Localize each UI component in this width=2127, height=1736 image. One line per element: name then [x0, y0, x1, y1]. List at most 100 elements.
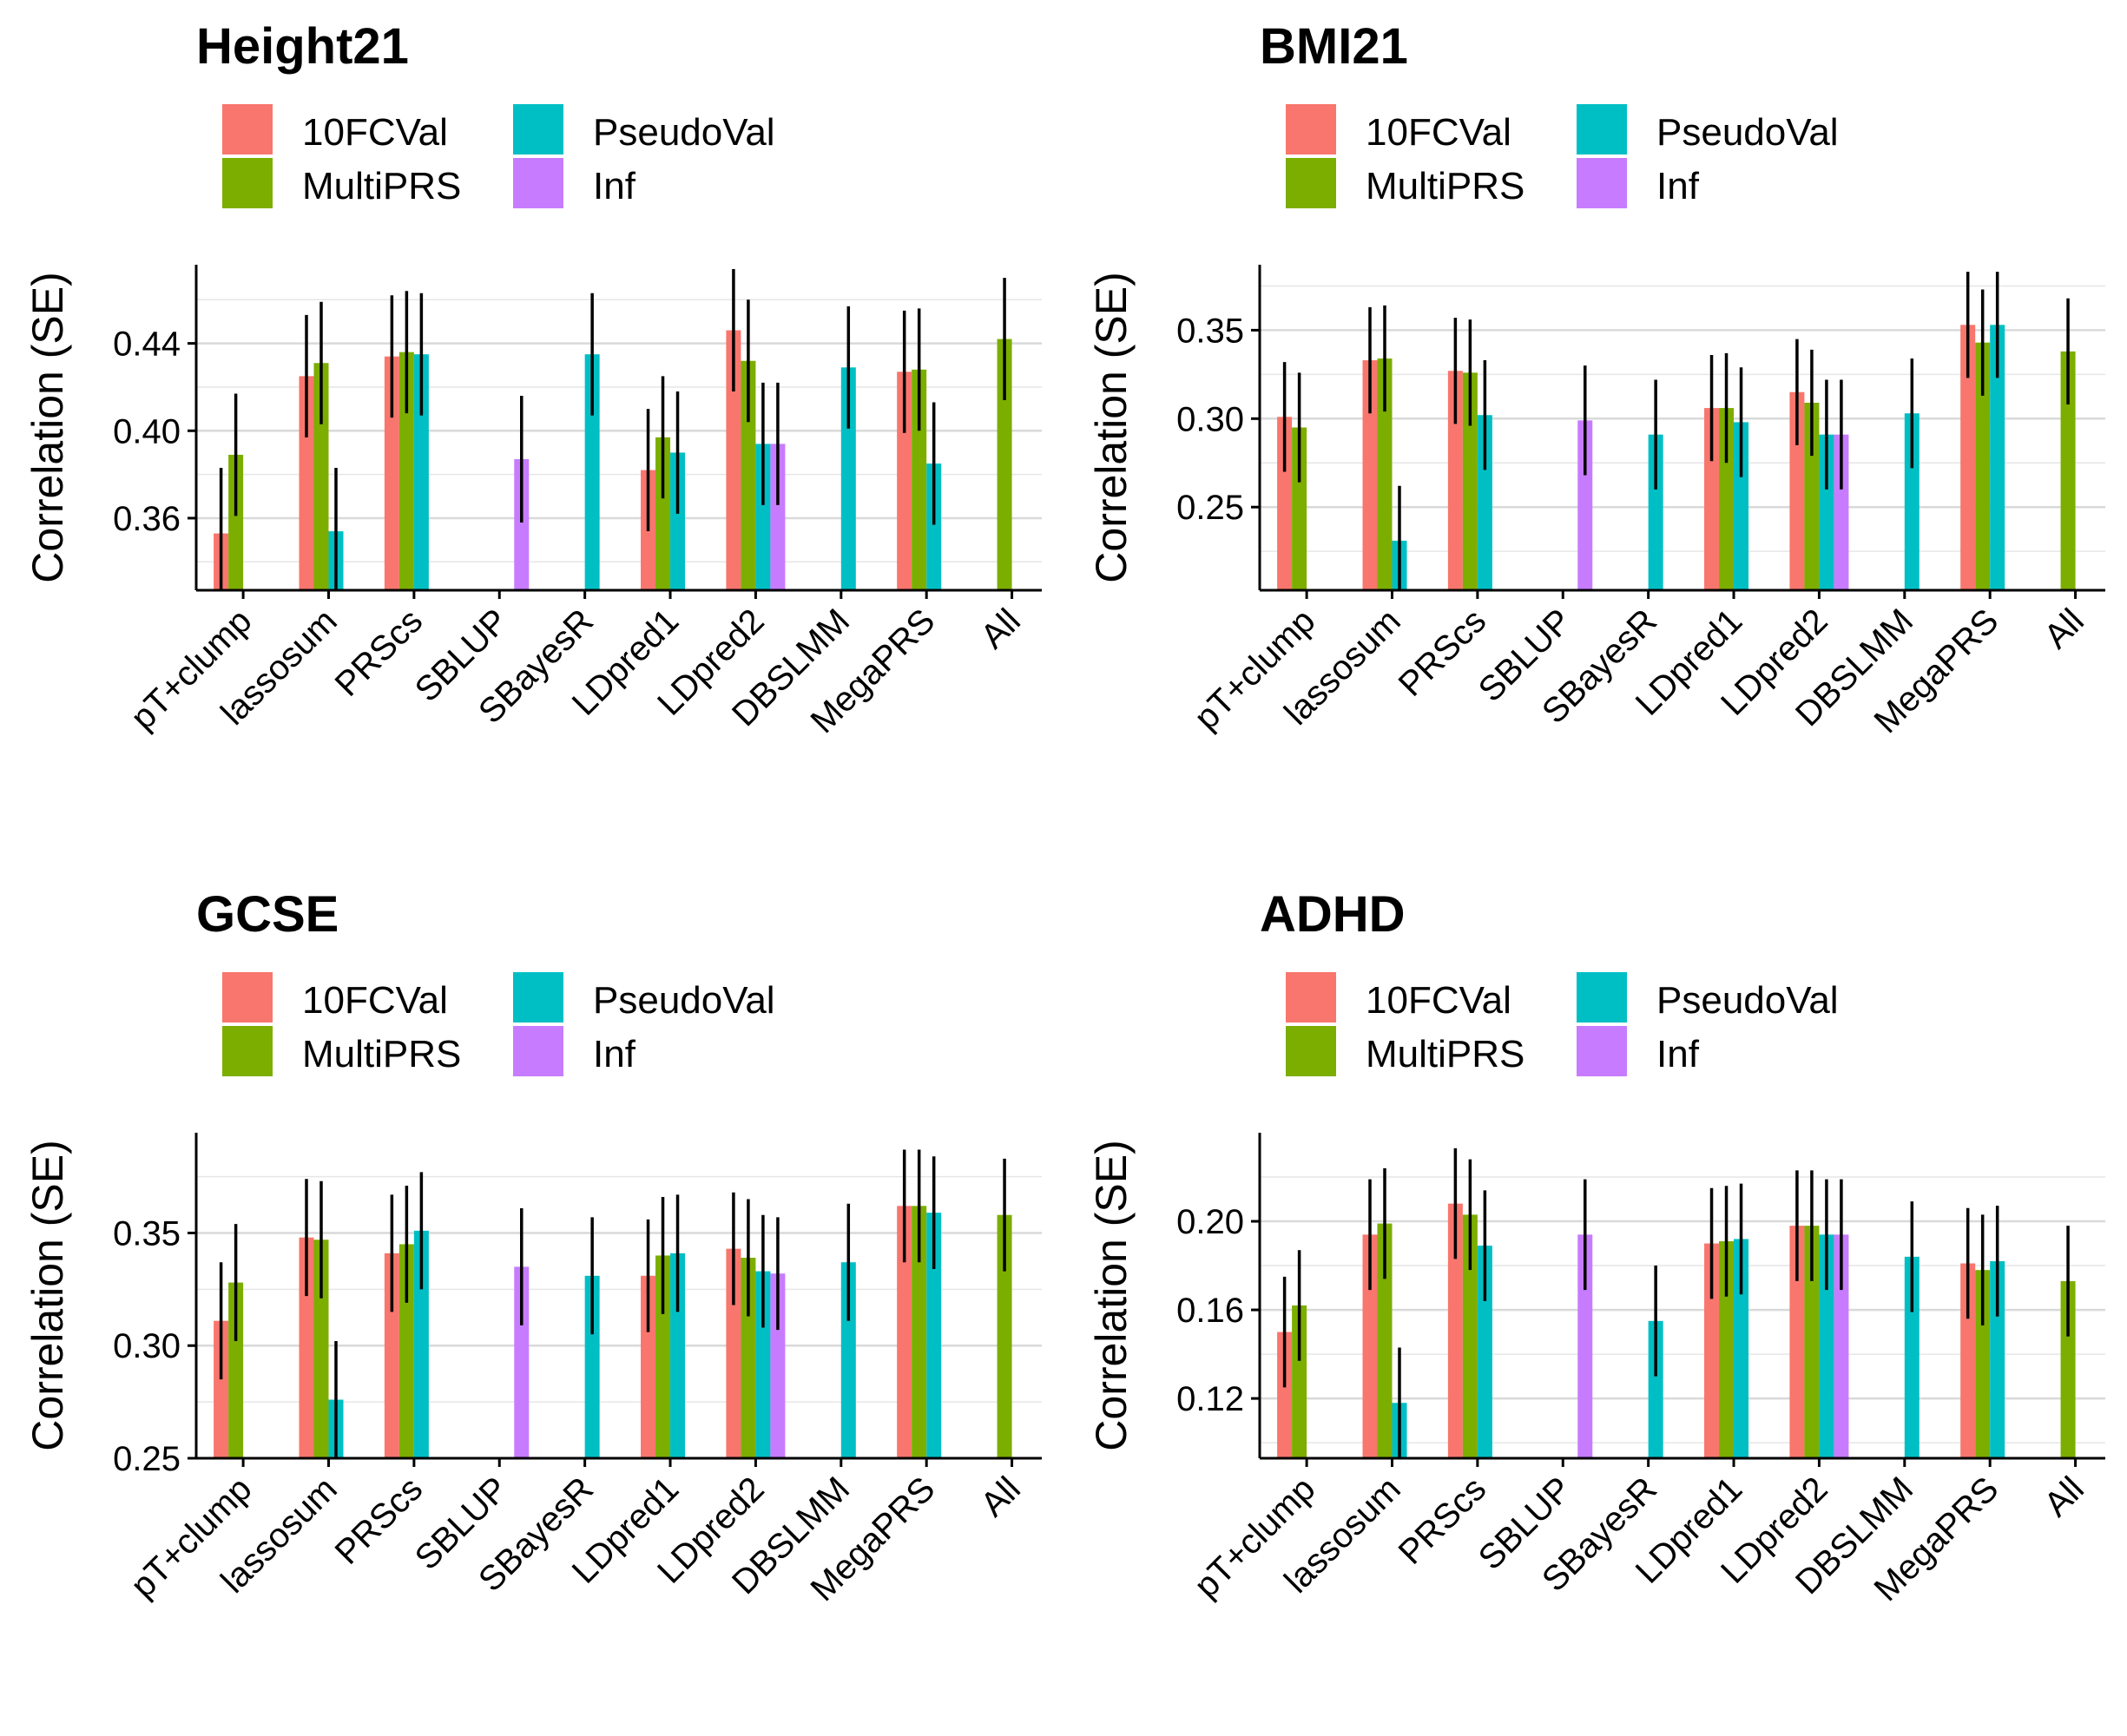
legend-swatch-pseudoval [513, 104, 563, 155]
bar [384, 1253, 399, 1458]
bar [840, 1262, 856, 1458]
bar [1292, 427, 1307, 590]
panel-gcse: GCSE 10FCVal MultiPRS PseudoVal Inf 0.25… [0, 868, 1064, 1736]
bar [413, 1230, 429, 1458]
bar [1904, 1256, 1920, 1458]
chart-title: ADHD [1260, 886, 1406, 943]
bar [997, 339, 1012, 590]
bar [1377, 358, 1393, 590]
bar [1960, 1263, 1976, 1458]
bar [926, 1213, 942, 1458]
bar [228, 454, 244, 590]
x-tick-label: All [2037, 1470, 2091, 1524]
legend-swatch-multiprs [1286, 158, 1336, 208]
legend-label-pseudoval: PseudoVal [593, 111, 775, 154]
bar [1904, 413, 1920, 590]
bar [1975, 1270, 1991, 1458]
bar [1719, 1241, 1735, 1458]
bar [398, 1244, 414, 1458]
legend-label-inf: Inf [593, 1033, 635, 1075]
y-axis-label: Correlation (SE) [1087, 272, 1136, 582]
bar [299, 1237, 314, 1458]
bar [1704, 1243, 1720, 1458]
bar [770, 1273, 786, 1458]
bar [1377, 1223, 1393, 1458]
bar [1719, 408, 1735, 590]
legend-swatch-multiprs [1286, 1026, 1336, 1076]
bar [413, 354, 429, 590]
legend-swatch-inf [1577, 1026, 1627, 1076]
legend-swatch-10fcval [1286, 104, 1336, 155]
legend-swatch-pseudoval [513, 972, 563, 1023]
legend-label-multiprs: MultiPRS [1366, 1033, 1525, 1075]
legend-swatch-10fcval [1286, 972, 1336, 1023]
panel-height21: Height21 10FCVal MultiPRS PseudoVal Inf … [0, 0, 1064, 868]
bar [1462, 372, 1478, 590]
legend-swatch-pseudoval [1577, 972, 1627, 1023]
legend-swatch-10fcval [222, 972, 273, 1023]
bar [214, 1320, 229, 1458]
bar [1447, 1203, 1463, 1458]
bar [1834, 434, 1849, 590]
legend-swatch-inf [513, 1026, 563, 1076]
bar [313, 363, 329, 590]
legend: 10FCVal MultiPRS PseudoVal Inf [1286, 972, 1893, 1085]
bar [1734, 1239, 1749, 1458]
legend-label-pseudoval: PseudoVal [1656, 111, 1839, 154]
bar [299, 376, 314, 590]
y-tick-label: 0.30 [113, 1327, 181, 1365]
legend-label-inf: Inf [1656, 165, 1699, 207]
bar [384, 356, 399, 590]
legend-label-10fcval: 10FCVal [302, 111, 448, 154]
bar [741, 1258, 756, 1458]
legend-swatch-pseudoval [1577, 104, 1627, 155]
legend-label-inf: Inf [1656, 1033, 1699, 1075]
bar [912, 1206, 927, 1458]
bar [1819, 1234, 1834, 1458]
legend-label-10fcval: 10FCVal [1366, 111, 1511, 154]
bar [514, 1266, 530, 1458]
chart-title: GCSE [196, 886, 339, 943]
bar [1277, 417, 1293, 590]
legend-label-pseudoval: PseudoVal [1656, 979, 1839, 1022]
bar [1975, 342, 1991, 590]
bar [726, 1248, 741, 1458]
y-tick-label: 0.35 [1176, 312, 1244, 350]
legend-label-multiprs: MultiPRS [1366, 165, 1525, 207]
bar [670, 452, 686, 590]
bar [1577, 420, 1593, 590]
y-tick-label: 0.12 [1176, 1380, 1244, 1418]
bar [313, 1240, 329, 1458]
bar [1477, 415, 1492, 590]
bar [755, 444, 771, 590]
bar [641, 1275, 656, 1458]
y-tick-label: 0.20 [1176, 1203, 1244, 1241]
y-tick-label: 0.25 [1176, 489, 1244, 527]
y-tick-label: 0.25 [113, 1440, 181, 1478]
bar [1789, 391, 1805, 590]
bar [1819, 434, 1834, 590]
y-axis-label: Correlation (SE) [23, 272, 72, 582]
bar [770, 444, 786, 590]
bar-chart: 0.360.400.44pT+clumplassosumPRScsSBLUPSB… [23, 265, 1042, 740]
chart-title: BMI21 [1260, 18, 1408, 75]
panel-bmi21: BMI21 10FCVal MultiPRS PseudoVal Inf 0.2… [1064, 0, 2127, 868]
legend-label-10fcval: 10FCVal [302, 979, 448, 1022]
bar [584, 354, 600, 590]
y-tick-label: 0.40 [113, 412, 181, 450]
bar [1462, 1214, 1478, 1458]
bar [514, 458, 530, 590]
legend: 10FCVal MultiPRS PseudoVal Inf [222, 972, 830, 1085]
bar [1960, 325, 1976, 590]
bar-chart: 0.250.300.35pT+clumplassosumPRScsSBLUPSB… [1087, 265, 2105, 740]
bar [1990, 1260, 2005, 1458]
y-tick-label: 0.30 [1176, 400, 1244, 438]
bar [1990, 325, 2005, 590]
bar [1789, 1226, 1805, 1458]
y-tick-label: 0.35 [113, 1214, 181, 1253]
bar [1277, 1332, 1293, 1458]
bar [741, 360, 756, 590]
bar [997, 1214, 1012, 1458]
bar [726, 330, 741, 590]
